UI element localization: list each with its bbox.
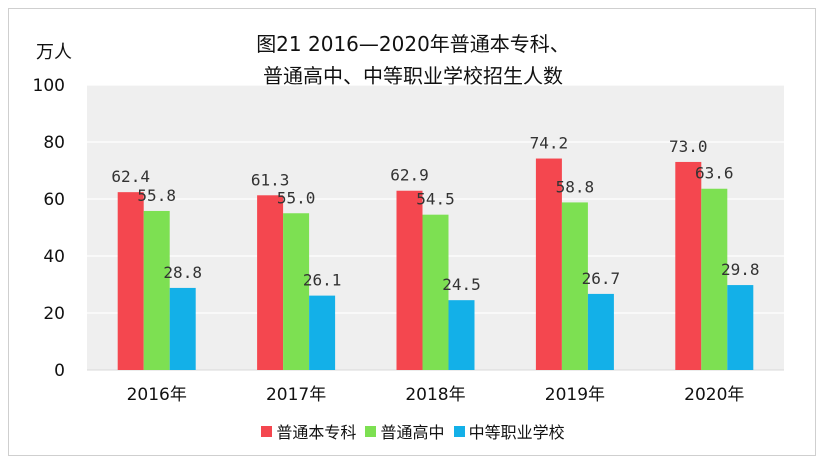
chart-title-line1: 图21 2016—2020年普通本专科、 (256, 32, 570, 56)
bar-undergrad-0 (117, 192, 144, 370)
bar-undergrad-3 (535, 158, 562, 370)
bar-vocational-0 (169, 287, 196, 370)
legend-label-undergrad: 普通本专科 (276, 423, 357, 442)
bar-vocational-1 (309, 295, 336, 370)
y-tick-label: 80 (43, 133, 65, 153)
legend-item-vocational: 中等职业学校 (453, 419, 565, 443)
data-label: 62.4 (111, 167, 150, 186)
bar-highschool-4 (701, 188, 728, 370)
bar-highschool-3 (561, 202, 588, 370)
bar-highschool-0 (143, 210, 170, 370)
data-label: 63.6 (695, 164, 734, 183)
data-label: 29.8 (721, 260, 760, 279)
x-tick-label: 2016年 (127, 385, 187, 405)
data-label: 26.7 (582, 269, 621, 288)
y-tick-label: 0 (54, 361, 65, 381)
bar-undergrad-4 (675, 161, 702, 370)
y-tick-label: 60 (43, 190, 65, 210)
data-label: 58.8 (556, 177, 595, 196)
chart-title-line2: 普通高中、中等职业学校招生人数 (263, 64, 563, 88)
data-label: 54.5 (416, 190, 455, 209)
legend: 普通本专科 普通高中 中等职业学校 (0, 419, 826, 443)
data-label: 74.2 (530, 134, 569, 153)
bar-undergrad-2 (396, 190, 423, 370)
y-tick-label: 100 (33, 76, 65, 96)
legend-swatch-undergrad (261, 425, 273, 437)
y-axis-unit-label: 万人 (36, 42, 72, 63)
legend-swatch-vocational (453, 425, 465, 437)
y-tick-label: 20 (43, 304, 65, 324)
bar-vocational-3 (587, 293, 614, 370)
legend-item-undergrad: 普通本专科 (261, 419, 356, 443)
data-label: 24.5 (442, 275, 481, 294)
legend-item-highschool: 普通高中 (365, 419, 445, 443)
data-label: 26.1 (303, 271, 342, 290)
data-label: 73.0 (669, 137, 708, 156)
bar-vocational-2 (448, 300, 475, 370)
legend-label-highschool: 普通高中 (380, 423, 445, 442)
data-label: 55.0 (277, 188, 316, 207)
x-tick-label: 2017年 (266, 385, 326, 405)
data-label: 62.9 (390, 166, 429, 185)
x-tick-label: 2019年 (545, 385, 605, 405)
legend-label-vocational: 中等职业学校 (468, 423, 565, 442)
data-label: 61.3 (251, 170, 290, 189)
x-tick-label: 2018年 (405, 385, 465, 405)
data-label: 55.8 (137, 186, 176, 205)
data-label: 28.8 (163, 263, 202, 282)
legend-swatch-highschool (365, 425, 377, 437)
bar-highschool-1 (283, 213, 310, 370)
bar-undergrad-1 (257, 195, 284, 370)
y-tick-label: 40 (43, 247, 65, 267)
x-tick-label: 2020年 (684, 385, 744, 405)
bar-vocational-4 (727, 285, 754, 370)
bar-highschool-2 (422, 214, 449, 370)
